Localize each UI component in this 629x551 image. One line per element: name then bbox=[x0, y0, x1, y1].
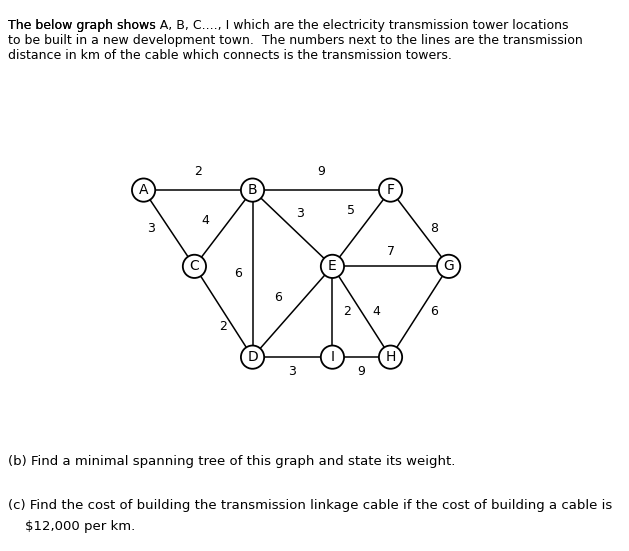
Text: D: D bbox=[247, 350, 258, 364]
Circle shape bbox=[437, 255, 460, 278]
Text: G: G bbox=[443, 260, 454, 273]
Text: 3: 3 bbox=[147, 222, 155, 235]
Text: I: I bbox=[330, 350, 335, 364]
Text: 6: 6 bbox=[234, 267, 242, 280]
Text: 2: 2 bbox=[194, 165, 202, 179]
Text: F: F bbox=[387, 183, 394, 197]
Text: $12,000 per km.: $12,000 per km. bbox=[8, 520, 135, 533]
Text: A: A bbox=[139, 183, 148, 197]
Text: 4: 4 bbox=[201, 214, 209, 228]
Circle shape bbox=[183, 255, 206, 278]
Text: 7: 7 bbox=[387, 245, 394, 258]
Circle shape bbox=[379, 345, 402, 369]
Text: C: C bbox=[189, 260, 199, 273]
Text: 3: 3 bbox=[296, 207, 304, 220]
Text: 2: 2 bbox=[220, 320, 228, 333]
Circle shape bbox=[241, 345, 264, 369]
Circle shape bbox=[241, 179, 264, 202]
Text: (c) Find the cost of building the transmission linkage cable if the cost of buil: (c) Find the cost of building the transm… bbox=[8, 499, 612, 512]
Text: H: H bbox=[386, 350, 396, 364]
Text: 3: 3 bbox=[289, 365, 296, 378]
Text: 9: 9 bbox=[357, 365, 365, 378]
Circle shape bbox=[132, 179, 155, 202]
Text: 6: 6 bbox=[430, 305, 438, 318]
Text: (b) Find a minimal spanning tree of this graph and state its weight.: (b) Find a minimal spanning tree of this… bbox=[8, 455, 455, 468]
Text: 9: 9 bbox=[318, 165, 325, 179]
Text: The below graph shows A, B, C...., I which are the electricity transmission towe: The below graph shows A, B, C...., I whi… bbox=[8, 19, 582, 62]
Text: E: E bbox=[328, 260, 337, 273]
Circle shape bbox=[321, 255, 344, 278]
Circle shape bbox=[321, 345, 344, 369]
Text: 8: 8 bbox=[430, 222, 438, 235]
Text: 6: 6 bbox=[274, 291, 282, 304]
Text: 2: 2 bbox=[343, 305, 351, 318]
Text: The below graph shows: The below graph shows bbox=[8, 19, 159, 33]
Text: 5: 5 bbox=[347, 203, 355, 217]
Text: B: B bbox=[248, 183, 257, 197]
Circle shape bbox=[379, 179, 402, 202]
Text: 4: 4 bbox=[372, 305, 380, 318]
